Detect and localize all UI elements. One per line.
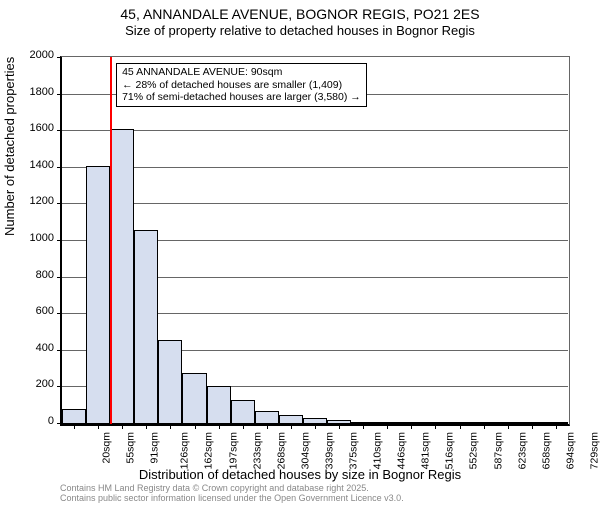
x-tick-mark bbox=[74, 424, 75, 429]
x-tick-mark bbox=[460, 424, 461, 429]
chart-subtitle: Size of property relative to detached ho… bbox=[0, 23, 600, 38]
y-tick-label: 400 bbox=[20, 342, 54, 354]
x-tick-label: 375sqm bbox=[347, 432, 359, 469]
x-tick-label: 623sqm bbox=[516, 432, 528, 469]
plot-area: 45 ANNANDALE AVENUE: 90sqm ← 28% of deta… bbox=[60, 56, 570, 426]
x-tick-mark bbox=[387, 424, 388, 429]
y-tick-label: 1800 bbox=[20, 86, 54, 98]
gridline bbox=[62, 130, 568, 131]
footer-text: Contains HM Land Registry data © Crown c… bbox=[60, 484, 404, 504]
x-tick-mark bbox=[508, 424, 509, 429]
reference-line bbox=[110, 57, 112, 424]
y-tick-mark bbox=[57, 313, 62, 314]
histogram-bar bbox=[231, 400, 255, 424]
x-tick-label: 516sqm bbox=[444, 432, 456, 469]
x-tick-label: 268sqm bbox=[275, 432, 287, 469]
x-tick-label: 410sqm bbox=[371, 432, 383, 469]
x-tick-mark bbox=[484, 424, 485, 429]
x-tick-label: 552sqm bbox=[468, 432, 480, 469]
x-tick-mark bbox=[122, 424, 123, 429]
x-tick-label: 694sqm bbox=[564, 432, 576, 469]
gridline bbox=[62, 167, 568, 168]
x-tick-label: 339sqm bbox=[323, 432, 335, 469]
y-tick-label: 0 bbox=[20, 415, 54, 427]
x-tick-label: 446sqm bbox=[396, 432, 408, 469]
x-tick-mark bbox=[219, 424, 220, 429]
y-axis-label: Number of detached properties bbox=[2, 57, 17, 236]
y-tick-mark bbox=[57, 94, 62, 95]
y-tick-mark bbox=[57, 203, 62, 204]
x-tick-label: 55sqm bbox=[125, 432, 137, 464]
x-tick-label: 91sqm bbox=[149, 432, 161, 464]
y-tick-label: 200 bbox=[20, 378, 54, 390]
y-tick-mark bbox=[57, 130, 62, 131]
x-tick-mark bbox=[170, 424, 171, 429]
y-tick-label: 600 bbox=[20, 305, 54, 317]
y-tick-label: 1200 bbox=[20, 195, 54, 207]
histogram-bar bbox=[110, 129, 134, 424]
y-tick-label: 1600 bbox=[20, 122, 54, 134]
histogram-bar bbox=[86, 166, 110, 424]
x-tick-label: 126sqm bbox=[179, 432, 191, 469]
footer-line: Contains public sector information licen… bbox=[60, 494, 404, 504]
x-tick-mark bbox=[315, 424, 316, 429]
annotation-line: 45 ANNANDALE AVENUE: 90sqm bbox=[122, 66, 361, 79]
y-tick-mark bbox=[57, 167, 62, 168]
y-tick-mark bbox=[57, 350, 62, 351]
histogram-bar bbox=[158, 340, 182, 424]
annotation-line: ← 28% of detached houses are smaller (1,… bbox=[122, 79, 361, 92]
x-tick-label: 587sqm bbox=[492, 432, 504, 469]
x-tick-mark bbox=[363, 424, 364, 429]
x-tick-mark bbox=[291, 424, 292, 429]
x-tick-mark bbox=[532, 424, 533, 429]
y-tick-label: 1000 bbox=[20, 232, 54, 244]
chart-container: 45, ANNANDALE AVENUE, BOGNOR REGIS, PO21… bbox=[0, 6, 600, 506]
x-tick-label: 20sqm bbox=[101, 432, 113, 464]
y-tick-mark bbox=[57, 386, 62, 387]
histogram-bar bbox=[134, 230, 158, 424]
x-tick-mark bbox=[243, 424, 244, 429]
histogram-bar bbox=[62, 409, 86, 424]
y-tick-mark bbox=[57, 277, 62, 278]
y-tick-label: 2000 bbox=[20, 49, 54, 61]
x-tick-mark bbox=[98, 424, 99, 429]
histogram-bar bbox=[279, 415, 303, 424]
x-tick-label: 233sqm bbox=[251, 432, 263, 469]
x-tick-mark bbox=[435, 424, 436, 429]
x-tick-mark bbox=[195, 424, 196, 429]
x-tick-mark bbox=[556, 424, 557, 429]
gridline bbox=[62, 203, 568, 204]
x-tick-mark bbox=[339, 424, 340, 429]
y-tick-label: 800 bbox=[20, 269, 54, 281]
x-tick-label: 162sqm bbox=[203, 432, 215, 469]
x-tick-label: 481sqm bbox=[420, 432, 432, 469]
x-tick-label: 197sqm bbox=[227, 432, 239, 469]
x-tick-mark bbox=[411, 424, 412, 429]
histogram-bar bbox=[182, 373, 206, 424]
y-tick-label: 1400 bbox=[20, 159, 54, 171]
x-tick-label: 729sqm bbox=[588, 432, 600, 469]
histogram-bar bbox=[207, 386, 231, 424]
histogram-bar bbox=[255, 411, 279, 424]
annotation-box: 45 ANNANDALE AVENUE: 90sqm ← 28% of deta… bbox=[116, 63, 367, 107]
annotation-line: 71% of semi-detached houses are larger (… bbox=[122, 91, 361, 104]
x-tick-label: 658sqm bbox=[540, 432, 552, 469]
y-tick-mark bbox=[57, 240, 62, 241]
x-tick-mark bbox=[146, 424, 147, 429]
chart-title: 45, ANNANDALE AVENUE, BOGNOR REGIS, PO21… bbox=[0, 6, 600, 22]
x-tick-mark bbox=[267, 424, 268, 429]
y-tick-mark bbox=[57, 57, 62, 58]
x-tick-label: 304sqm bbox=[299, 432, 311, 469]
